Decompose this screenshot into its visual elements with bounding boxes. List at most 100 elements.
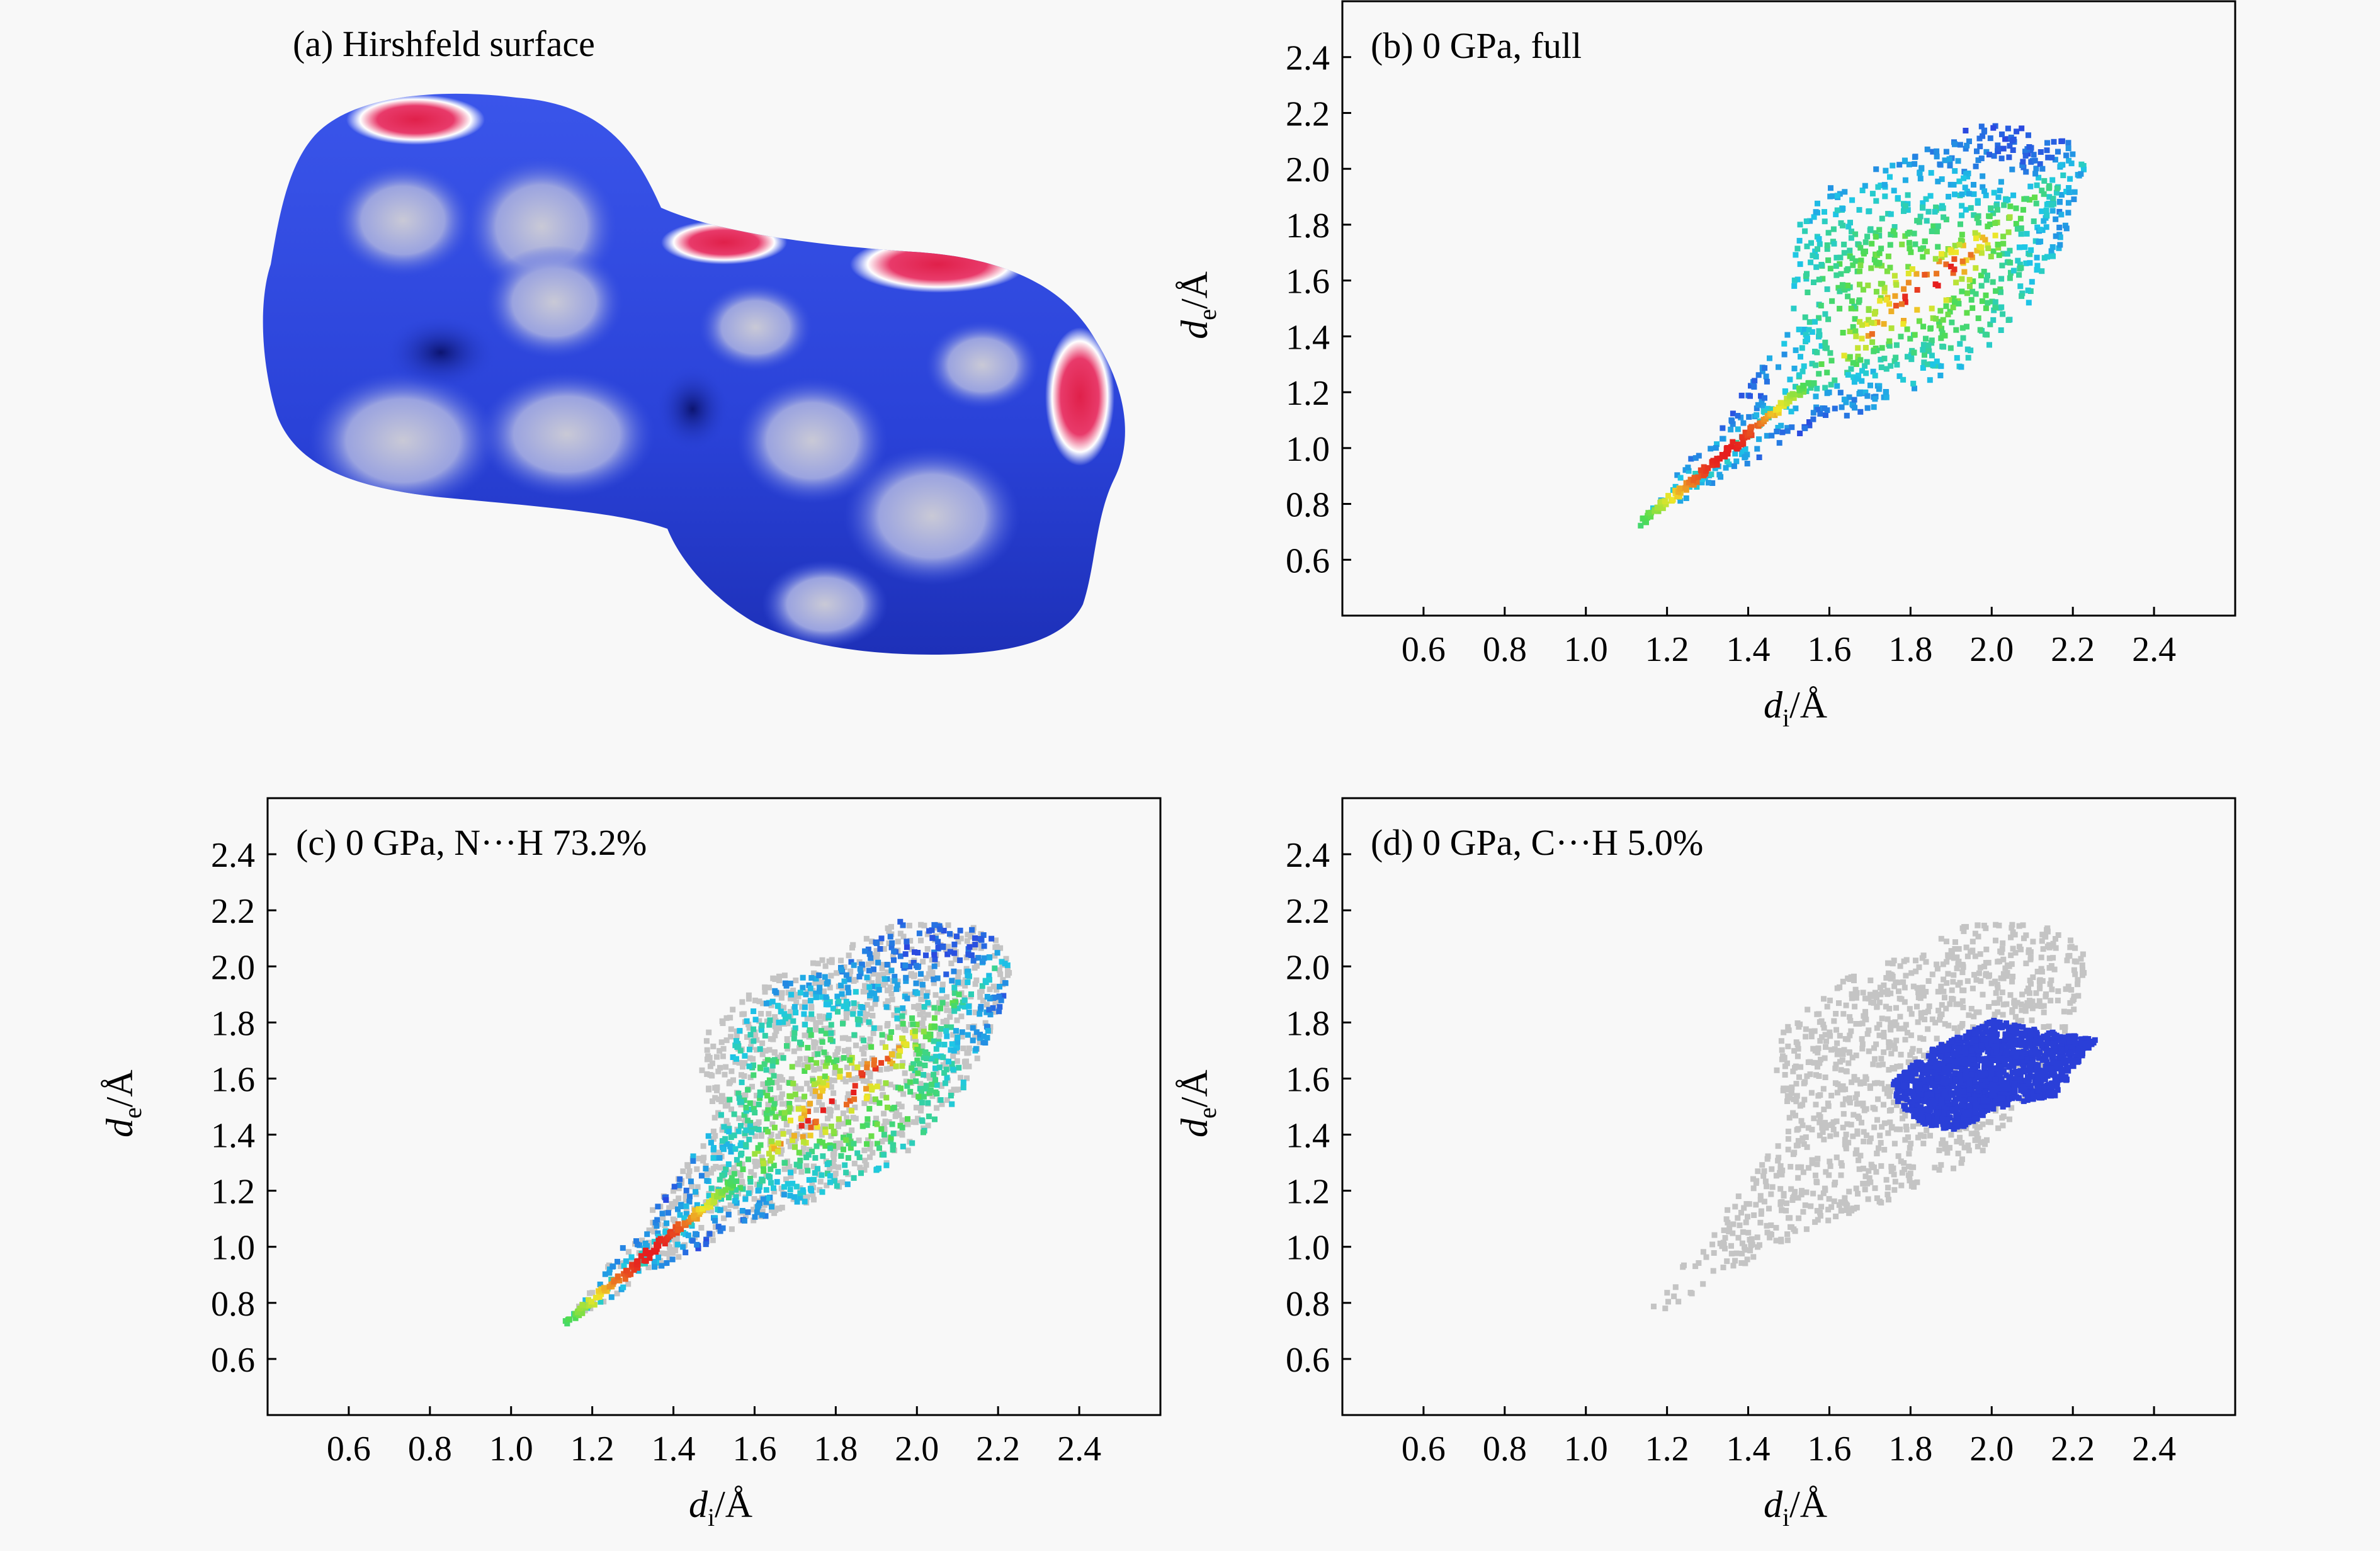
- data-point: [2044, 212, 2050, 218]
- data-point: [1784, 1093, 1791, 1099]
- data-point: [1790, 1110, 1796, 1116]
- data-point: [1848, 235, 1854, 241]
- data-point: [828, 1030, 834, 1036]
- data-point: [1964, 346, 1971, 352]
- data-point: [919, 1043, 926, 1049]
- data-point: [954, 1058, 960, 1064]
- data-point: [1799, 345, 1805, 351]
- data-point: [759, 1040, 766, 1046]
- data-point: [775, 1169, 781, 1175]
- data-point: [1876, 1062, 1882, 1068]
- data-point: [1825, 316, 1832, 322]
- data-point: [670, 1188, 676, 1194]
- data-point: [1814, 349, 1820, 356]
- data-point: [1932, 208, 1938, 215]
- data-point: [935, 939, 941, 945]
- data-point: [1764, 432, 1770, 439]
- x-tick-label: 0.8: [408, 1430, 452, 1469]
- data-point: [769, 1204, 774, 1210]
- data-point: [1741, 1205, 1747, 1211]
- data-point: [949, 1061, 955, 1067]
- data-point: [886, 1119, 892, 1125]
- data-point: [863, 1162, 870, 1168]
- data-point: [683, 1249, 689, 1256]
- data-point: [664, 1260, 670, 1266]
- data-point: [1764, 1222, 1770, 1229]
- data-point: [1778, 422, 1784, 429]
- data-point: [1859, 378, 1865, 384]
- data-point: [936, 1041, 942, 1047]
- data-point: [680, 1168, 686, 1175]
- data-point: [957, 927, 963, 933]
- data-point: [850, 1011, 856, 1017]
- data-point: [949, 1101, 955, 1107]
- data-point: [1881, 182, 1888, 188]
- data-point: [2029, 1005, 2036, 1012]
- data-point: [1971, 212, 1977, 218]
- data-point: [681, 1215, 688, 1221]
- data-point: [2007, 1116, 2012, 1122]
- data-point: [870, 952, 876, 958]
- data-point: [746, 1025, 752, 1031]
- data-point: [808, 1186, 814, 1192]
- data-point: [1947, 181, 1954, 188]
- data-point: [1978, 250, 1985, 256]
- data-point: [1917, 213, 1924, 220]
- data-point: [745, 1156, 751, 1163]
- data-point: [1891, 983, 1898, 990]
- data-point: [1977, 144, 1983, 150]
- data-point: [1822, 311, 1828, 317]
- data-point: [1871, 1124, 1878, 1131]
- data-point: [1776, 1154, 1782, 1161]
- data-point: [1977, 964, 1983, 971]
- data-point: [899, 1124, 905, 1131]
- data-point: [1853, 1052, 1859, 1059]
- data-point: [2005, 136, 2011, 142]
- data-point: [876, 1145, 882, 1151]
- data-point: [860, 988, 866, 995]
- data-point: [1735, 1215, 1741, 1221]
- data-point: [730, 1054, 736, 1060]
- data-point: [958, 935, 964, 942]
- data-point: [807, 1086, 813, 1092]
- data-point: [2031, 152, 2037, 158]
- data-point: [2072, 971, 2078, 978]
- data-point: [1746, 414, 1752, 420]
- data-point: [1852, 405, 1858, 411]
- data-point: [918, 996, 924, 1002]
- data-point: [1966, 1148, 1972, 1154]
- data-point: [1837, 390, 1844, 396]
- data-point: [1950, 304, 1956, 310]
- data-point: [776, 1085, 783, 1091]
- data-point: [989, 935, 995, 942]
- data-point: [728, 1226, 735, 1232]
- data-point: [638, 1253, 644, 1259]
- data-point: [1951, 1165, 1956, 1171]
- data-point: [938, 1005, 944, 1012]
- data-point: [1884, 1192, 1891, 1198]
- data-point: [864, 1011, 870, 1017]
- data-point: [871, 983, 876, 990]
- data-point: [961, 1003, 968, 1010]
- data-point: [1648, 509, 1655, 516]
- data-point: [807, 1132, 813, 1139]
- data-point: [1818, 1056, 1823, 1063]
- data-point: [951, 1008, 958, 1014]
- data-point: [764, 1093, 771, 1099]
- data-point: [861, 1167, 868, 1173]
- data-point: [1925, 346, 1931, 352]
- data-point: [1886, 342, 1893, 349]
- data-point: [647, 1246, 653, 1252]
- data-point: [1740, 420, 1747, 426]
- data-point: [758, 1131, 764, 1137]
- data-point: [847, 1098, 853, 1104]
- data-point: [1954, 1029, 1961, 1035]
- data-point: [841, 1047, 847, 1054]
- data-point: [1862, 239, 1869, 245]
- data-point: [1820, 276, 1826, 282]
- data-point: [769, 1154, 775, 1161]
- data-point: [851, 1090, 857, 1095]
- data-point: [1696, 1260, 1702, 1266]
- data-point: [1908, 1011, 1915, 1017]
- data-point: [1926, 1003, 1932, 1010]
